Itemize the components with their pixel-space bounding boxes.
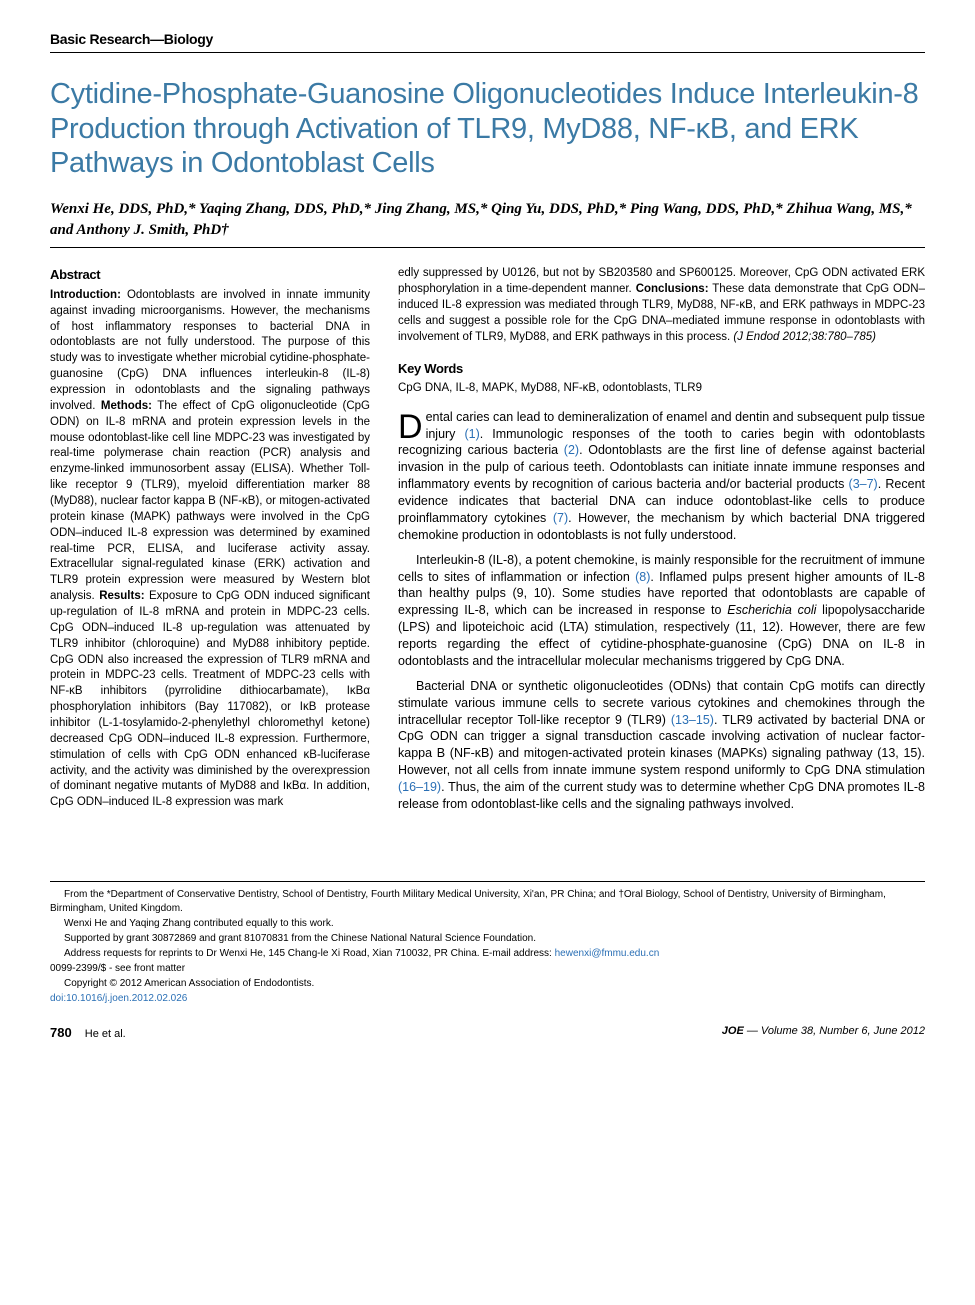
results-text: Exposure to CpG ODN induced significant … <box>50 590 370 808</box>
body-paragraph-3: Bacterial DNA or synthetic oligonucleoti… <box>398 678 925 813</box>
abstract-body: Introduction: Odontoblasts are involved … <box>50 288 370 811</box>
abstract-heading: Abstract <box>50 266 370 284</box>
authors-line: Wenxi He, DDS, PhD,* Yaqing Zhang, DDS, … <box>50 199 925 241</box>
intro-text: Odontoblasts are involved in innate immu… <box>50 289 370 412</box>
body-paragraph-2: Interleukin-8 (IL-8), a potent chemokine… <box>398 552 925 670</box>
concl-lead: Conclusions: <box>636 283 709 295</box>
body-paragraph-1: Dental caries can lead to demineralizati… <box>398 409 925 544</box>
article-title: Cytidine-Phosphate-Guanosine Oligonucleo… <box>50 77 925 181</box>
methods-lead: Methods: <box>101 400 152 412</box>
intro-lead: Introduction: <box>50 289 121 301</box>
abstract-continuation: edly suppressed by U0126, but not by SB2… <box>398 266 925 345</box>
footnote-funding: Supported by grant 30872869 and grant 81… <box>50 932 925 946</box>
page-footer-right: JOE — Volume 38, Number 6, June 2012 <box>722 1024 925 1042</box>
page-footer-left: 780 He et al. <box>50 1024 126 1042</box>
dropcap: D <box>398 409 426 441</box>
issue-info: — Volume 38, Number 6, June 2012 <box>744 1025 925 1037</box>
p3-text: Bacterial DNA or synthetic oligonucleoti… <box>398 679 925 811</box>
section-label: Basic Research—Biology <box>50 30 925 53</box>
footnotes: From the *Department of Conservative Den… <box>50 881 925 1006</box>
footnote-reprints: Address requests for reprints to Dr Wenx… <box>50 947 925 961</box>
page-number: 780 <box>50 1025 72 1040</box>
left-column: Abstract Introduction: Odontoblasts are … <box>50 266 370 820</box>
footnote-affil: From the *Department of Conservative Den… <box>50 888 925 916</box>
results-lead: Results: <box>99 590 144 602</box>
footnote-copyright: Copyright © 2012 American Association of… <box>50 977 925 991</box>
page-footer: 780 He et al. JOE — Volume 38, Number 6,… <box>50 1024 925 1042</box>
right-column: edly suppressed by U0126, but not by SB2… <box>398 266 925 820</box>
journal-abbrev: JOE <box>722 1025 744 1037</box>
footnote-contrib: Wenxi He and Yaqing Zhang contributed eq… <box>50 917 925 931</box>
keywords-list: CpG DNA, IL-8, MAPK, MyD88, NF-κB, odont… <box>398 381 925 397</box>
p2-text: Interleukin-8 (IL-8), a potent chemokine… <box>398 553 925 668</box>
keywords-heading: Key Words <box>398 360 925 378</box>
horizontal-rule <box>50 247 925 248</box>
methods-text: The effect of CpG oligonucleotide (CpG O… <box>50 400 370 602</box>
p1-text: ental caries can lead to demineralizatio… <box>398 410 925 542</box>
footnote-doi: doi:10.1016/j.joen.2012.02.026 <box>50 992 925 1006</box>
two-column-layout: Abstract Introduction: Odontoblasts are … <box>50 266 925 820</box>
running-authors: He et al. <box>85 1028 126 1040</box>
citation: (J Endod 2012;38:780–785) <box>733 331 876 343</box>
footnote-issn: 0099-2399/$ - see front matter <box>50 962 925 976</box>
